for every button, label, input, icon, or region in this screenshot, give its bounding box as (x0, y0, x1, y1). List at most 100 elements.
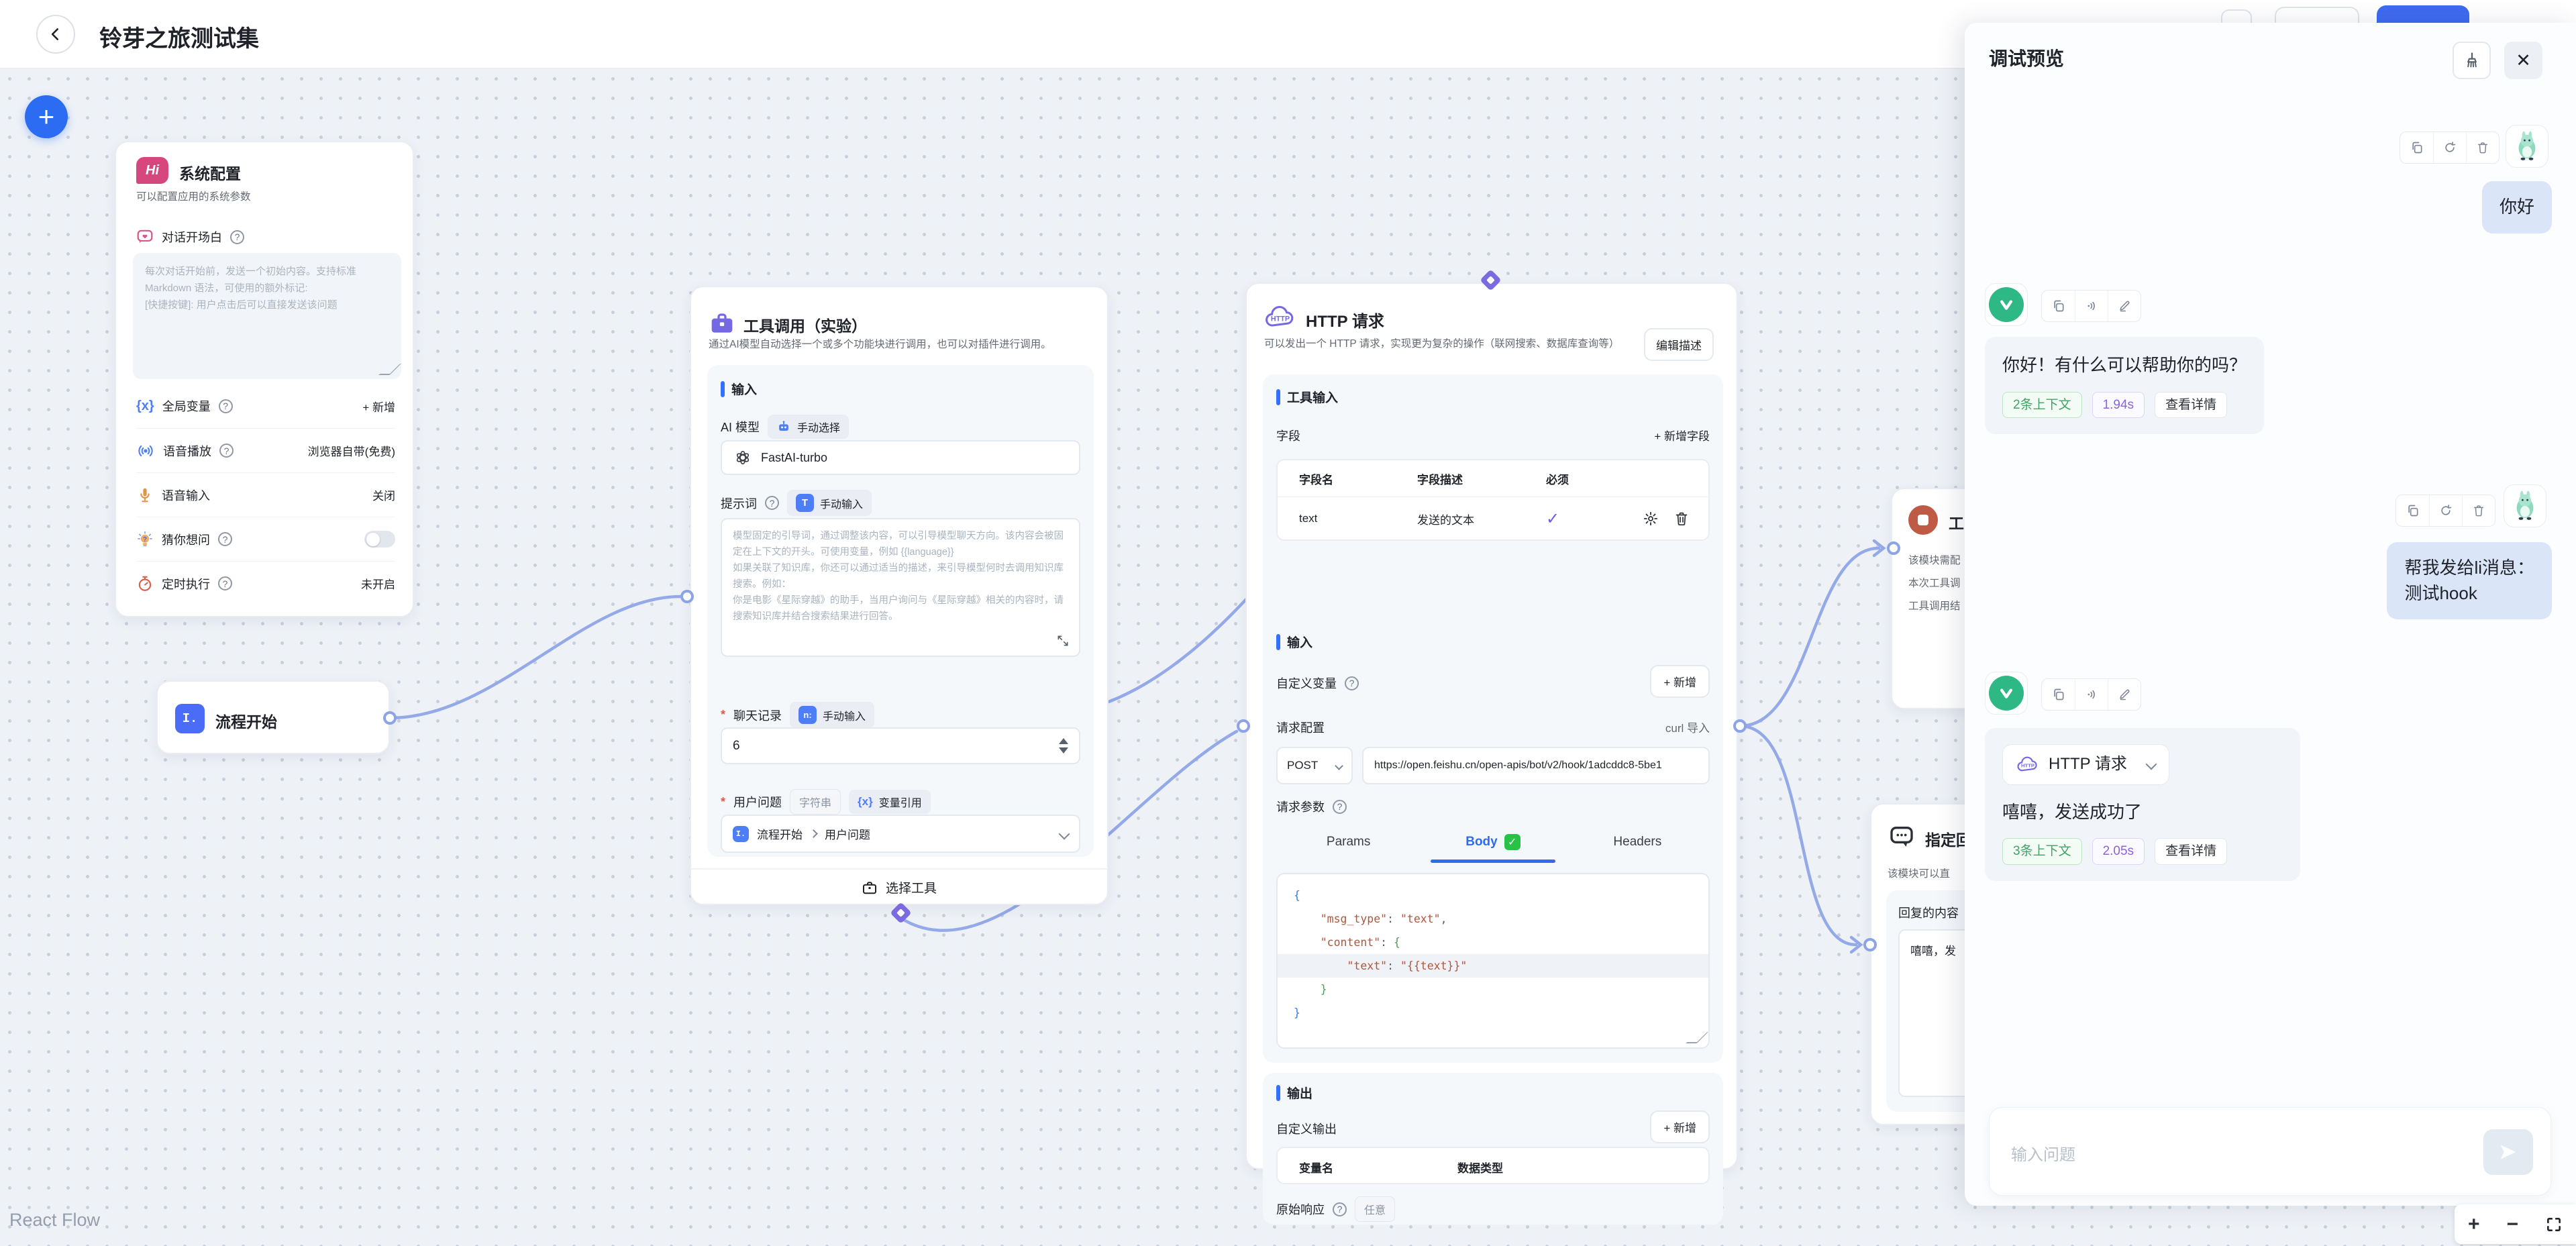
voice-input-value[interactable]: 关闭 (372, 490, 395, 503)
node-title: 系统配置 (179, 165, 241, 183)
copy-button[interactable] (2396, 495, 2429, 526)
handle-flow-start-out[interactable] (383, 711, 397, 725)
debug-preview-panel: 调试预览 ✕ 你好 你好！有什么可以帮助你的吗？ 2条上下文 1.94s 查看详… (1965, 23, 2576, 1206)
table-row[interactable]: text 发送的文本 ✓ (1278, 497, 1708, 539)
field-label: 字段 (1276, 429, 1300, 443)
help-icon[interactable]: ? (218, 532, 232, 546)
clear-chat-button[interactable] (2453, 42, 2491, 79)
add-node-button[interactable]: + (25, 95, 68, 138)
zoom-in-button[interactable]: + (2467, 1212, 2480, 1235)
add-custom-output-button[interactable]: + 新增 (1650, 1110, 1710, 1143)
add-field-button[interactable]: + 新增字段 (1654, 430, 1710, 443)
resize-handle-icon[interactable] (378, 363, 402, 375)
context-tag[interactable]: 2条上下文 (2002, 391, 2082, 419)
send-button[interactable] (2483, 1129, 2533, 1175)
help-icon[interactable]: ? (1333, 799, 1347, 814)
chat-input-box[interactable]: 输入问题 (1989, 1107, 2551, 1196)
back-button[interactable] (36, 15, 75, 54)
tab-body[interactable]: Body ✓ (1421, 825, 1565, 860)
help-icon[interactable]: ? (1333, 1202, 1347, 1216)
handle-http-in[interactable] (1237, 719, 1250, 733)
select-tool-button[interactable]: 选择工具 (691, 868, 1107, 905)
tab-params[interactable]: Params (1326, 835, 1371, 849)
http-cloud-icon: HTTP (2017, 757, 2037, 772)
config-row-global-vars[interactable]: {x} 全局变量 ? + 新增 (136, 384, 395, 428)
tool-result-dropdown[interactable]: HTTP HTTP 请求 (2002, 744, 2169, 785)
chat-history-row: * 聊天记录 n: 手动输入 (721, 702, 875, 728)
opening-textarea[interactable]: 每次对话开始前，发送一个初始内容。支持标准 Markdown 语法，可使用的额外… (133, 253, 401, 379)
chat-history-stepper[interactable]: 6 (721, 727, 1080, 764)
speak-button[interactable] (2075, 291, 2108, 321)
close-panel-button[interactable]: ✕ (2504, 42, 2542, 79)
copy-button[interactable] (2400, 132, 2433, 163)
help-icon[interactable]: ? (765, 496, 779, 510)
handle-tool-call-in[interactable] (680, 590, 694, 603)
edit-button[interactable] (2108, 679, 2141, 710)
regenerate-button[interactable] (2429, 495, 2462, 526)
edge-http-to-toolend[interactable] (1738, 546, 1881, 728)
context-tag[interactable]: 3条上下文 (2002, 838, 2082, 866)
manual-select-badge[interactable]: 手动选择 (768, 415, 849, 439)
help-icon[interactable]: ? (230, 229, 244, 244)
edit-button[interactable] (2108, 291, 2141, 321)
step-down-icon[interactable] (1059, 747, 1068, 754)
zoom-out-button[interactable]: − (2506, 1212, 2519, 1235)
node-system-config[interactable]: Hi 系统配置 可以配置应用的系统参数 对话开场白 ? 每次对话开始前，发送一个… (115, 141, 414, 617)
help-icon[interactable]: ? (1345, 676, 1359, 690)
help-icon[interactable]: ? (219, 444, 234, 458)
regenerate-button[interactable] (2433, 132, 2466, 163)
step-up-icon[interactable] (1059, 738, 1068, 744)
config-row-voice-play[interactable]: 语音播放 ? 浏览器自带(免费) (136, 428, 395, 472)
config-row-voice-input[interactable]: 语音输入 关闭 (136, 472, 395, 517)
copy-button[interactable] (2042, 679, 2075, 710)
add-global-var-button[interactable]: + 新增 (362, 401, 395, 414)
config-row-guess-ask[interactable]: ? 猜你想问 ? (136, 517, 395, 561)
help-icon[interactable]: ? (218, 399, 233, 413)
handle-reply-in[interactable] (1863, 938, 1877, 951)
view-details-button[interactable]: 查看详情 (2155, 838, 2228, 866)
speak-button[interactable] (2075, 679, 2108, 710)
manual-input-badge[interactable]: T 手动输入 (787, 490, 872, 516)
chat-input-placeholder: 输入问题 (2011, 1146, 2075, 1164)
hi-bubble-icon: Hi (136, 157, 168, 184)
voice-play-value[interactable]: 浏览器自带(免费) (307, 446, 395, 458)
tab-headers[interactable]: Headers (1613, 835, 1662, 849)
edit-description-button[interactable]: 编辑描述 (1644, 328, 1714, 361)
body-code-editor[interactable]: { "msg_type": "text", "content": { "text… (1276, 873, 1710, 1049)
scheduled-value[interactable]: 未开启 (361, 578, 395, 591)
node-flow-start[interactable]: I. 流程开始 (156, 680, 390, 754)
resize-handle-icon[interactable] (1685, 1031, 1709, 1043)
curl-import-button[interactable]: curl 导入 (1665, 722, 1710, 735)
prompt-textarea[interactable]: 模型固定的引导词，通过调整该内容，可以引导模型聊天方向。该内容会被固定在上下文的… (721, 518, 1080, 657)
help-icon[interactable]: ? (218, 576, 232, 590)
delete-button[interactable] (2462, 495, 2495, 526)
fit-view-button[interactable] (2545, 1216, 2563, 1233)
active-tab-underline (1431, 860, 1555, 863)
handle-http-out[interactable] (1733, 719, 1747, 733)
var-ref-badge[interactable]: {x} 变量引用 (849, 790, 931, 814)
edge-start-to-toolcall[interactable] (388, 594, 682, 720)
row-label: 全局变量 (162, 400, 211, 413)
fields-table-header: 字段名 字段描述 必须 (1278, 460, 1708, 497)
guess-ask-toggle[interactable] (364, 531, 395, 548)
node-http-request[interactable]: HTTP HTTP 请求 可以发出一个 HTTP 请求，实现更为复杂的操作（联网… (1245, 282, 1738, 1225)
config-row-scheduled[interactable]: 定时执行 ? 未开启 (136, 561, 395, 605)
user-question-select[interactable]: I. 流程开始 用户问题 (721, 815, 1080, 853)
microphone-icon (140, 488, 150, 502)
method-select[interactable]: POST (1276, 747, 1353, 784)
model-select[interactable]: FastAI-turbo (721, 440, 1080, 475)
handle-tool-end-in[interactable] (1887, 541, 1900, 555)
edge-http-to-reply[interactable] (1738, 724, 1858, 947)
tool-name: HTTP 请求 (2049, 755, 2127, 773)
expand-icon[interactable] (1056, 634, 1070, 647)
node-tool-call[interactable]: 工具调用（实验） 通过AI模型自动选择一个或多个功能块进行调用，也可以对插件进行… (690, 286, 1109, 905)
manual-input-badge[interactable]: n: 手动输入 (790, 702, 875, 728)
delete-button[interactable] (2466, 132, 2499, 163)
copy-button[interactable] (2042, 291, 2075, 321)
add-custom-var-button[interactable]: + 新增 (1650, 665, 1710, 698)
gear-icon[interactable] (1643, 511, 1659, 527)
stepper-arrows[interactable] (1059, 738, 1068, 754)
view-details-button[interactable]: 查看详情 (2155, 391, 2228, 419)
trash-icon[interactable] (1673, 511, 1690, 527)
url-input[interactable]: https://open.feishu.cn/open-apis/bot/v2/… (1362, 747, 1710, 784)
